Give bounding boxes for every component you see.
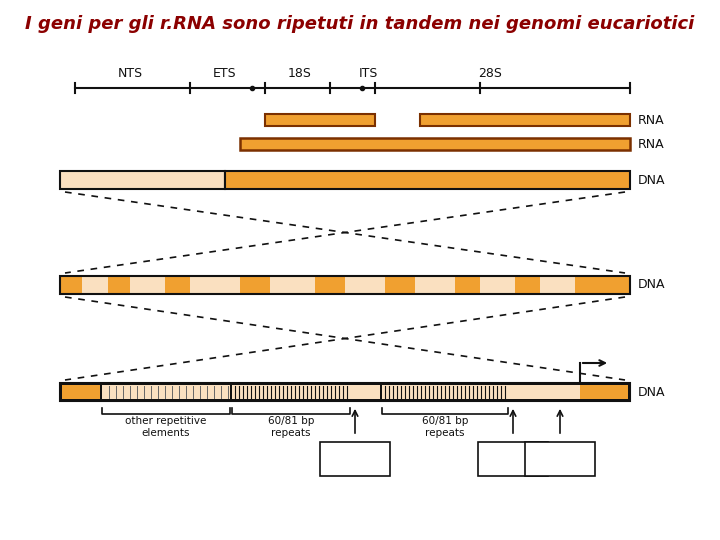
Text: 28S: 28S bbox=[478, 67, 502, 80]
Bar bbox=[190, 276, 240, 294]
Bar bbox=[320, 442, 390, 476]
Text: spacer
promoter: spacer promoter bbox=[330, 448, 379, 470]
Bar bbox=[540, 276, 575, 294]
Bar bbox=[478, 442, 548, 476]
Bar bbox=[515, 276, 540, 294]
Bar bbox=[60, 171, 225, 189]
Bar bbox=[240, 276, 270, 294]
Bar bbox=[102, 385, 230, 399]
Bar bbox=[525, 442, 595, 476]
Text: DNA: DNA bbox=[638, 279, 665, 292]
Text: spacer
promoter: spacer promoter bbox=[489, 448, 537, 470]
Bar bbox=[82, 276, 108, 294]
Bar bbox=[265, 114, 375, 126]
Bar bbox=[240, 138, 630, 150]
Bar bbox=[60, 276, 82, 294]
Text: 60/81 bp
repeats: 60/81 bp repeats bbox=[422, 416, 468, 437]
Bar bbox=[420, 114, 630, 126]
Text: ITS: ITS bbox=[359, 67, 378, 80]
Bar bbox=[60, 276, 630, 294]
Bar bbox=[315, 276, 345, 294]
Bar bbox=[232, 385, 350, 399]
Text: gene
promoter: gene promoter bbox=[536, 448, 584, 470]
Bar bbox=[540, 385, 580, 399]
Text: ETS: ETS bbox=[213, 67, 237, 80]
Bar bbox=[270, 276, 315, 294]
Text: DNA: DNA bbox=[638, 386, 665, 399]
Bar bbox=[385, 276, 415, 294]
Text: 18S: 18S bbox=[288, 67, 312, 80]
Text: I geni per gli r.RNA sono ripetuti in tandem nei genomi eucariotici: I geni per gli r.RNA sono ripetuti in ta… bbox=[25, 15, 695, 33]
Bar bbox=[130, 276, 165, 294]
Bar bbox=[455, 276, 480, 294]
Bar bbox=[415, 276, 455, 294]
Bar bbox=[108, 276, 130, 294]
Text: 60/81 bp
repeats: 60/81 bp repeats bbox=[268, 416, 314, 437]
Bar bbox=[62, 385, 100, 399]
Bar bbox=[165, 276, 190, 294]
Bar bbox=[382, 385, 508, 399]
Bar bbox=[580, 385, 628, 399]
Text: RNA: RNA bbox=[638, 138, 665, 151]
Bar bbox=[60, 383, 630, 401]
Text: DNA: DNA bbox=[638, 173, 665, 186]
Text: NTS: NTS bbox=[117, 67, 143, 80]
Bar bbox=[575, 276, 630, 294]
Text: other repetitive
elements: other repetitive elements bbox=[125, 416, 207, 437]
Bar bbox=[345, 276, 385, 294]
Bar bbox=[480, 276, 515, 294]
Bar bbox=[350, 385, 380, 399]
Bar bbox=[225, 171, 630, 189]
Bar bbox=[508, 385, 540, 399]
Text: RNA: RNA bbox=[638, 113, 665, 126]
